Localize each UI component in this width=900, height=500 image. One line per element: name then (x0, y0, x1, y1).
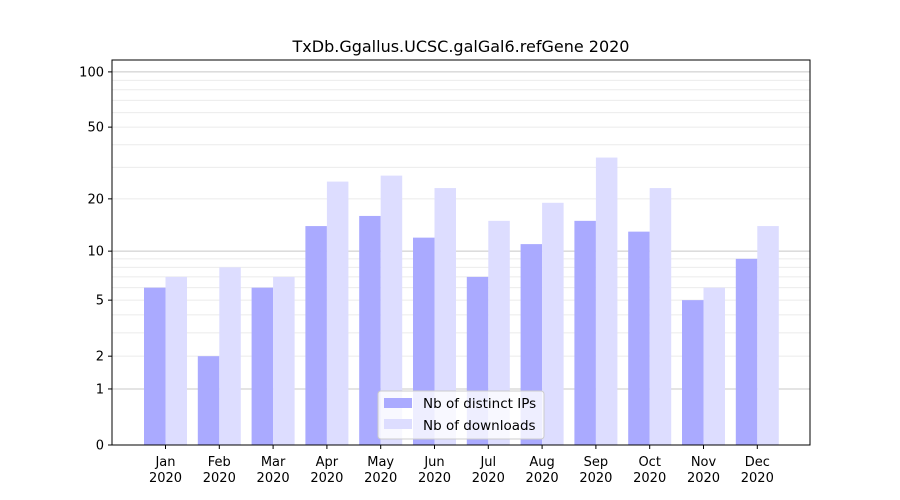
x-tick-label-month: Jan (154, 455, 175, 470)
bar-downloads (326, 181, 349, 445)
x-tick-label-year: 2020 (257, 471, 290, 486)
legend-swatch-ips (384, 398, 412, 408)
legend: Nb of distinct IPs Nb of downloads (377, 390, 545, 440)
x-tick-label-year: 2020 (418, 471, 451, 486)
bar-distinct-ips (305, 226, 327, 445)
bar-downloads (380, 175, 403, 445)
x-tick-label-month: Aug (529, 455, 554, 470)
x-tick-label-month: Sep (584, 455, 609, 470)
bar-downloads (219, 267, 241, 445)
legend-swatch-downloads (384, 419, 412, 429)
x-tick-label-year: 2020 (203, 471, 236, 486)
chart-title: TxDb.Ggallus.UCSC.galGal6.refGene 2020 (292, 37, 630, 56)
bar-downloads (165, 276, 187, 445)
bar-downloads (542, 202, 564, 445)
x-tick-label-year: 2020 (526, 471, 559, 486)
legend-label-downloads: Nb of downloads (423, 418, 536, 434)
x-tick-label-year: 2020 (472, 471, 505, 486)
x-tick-label-month: Mar (261, 455, 286, 470)
x-tick-label-month: May (367, 455, 394, 470)
bar-downloads (488, 220, 510, 445)
legend-label-ips: Nb of distinct IPs (423, 396, 536, 412)
bar-distinct-ips (628, 231, 650, 445)
x-tick-label-month: Nov (691, 455, 717, 470)
y-tick-label: 0 (96, 439, 104, 454)
x-tick-label-month: Jul (479, 455, 496, 470)
bar-distinct-ips (574, 220, 596, 445)
y-tick-label: 50 (87, 121, 104, 136)
bar-downloads (703, 287, 725, 445)
x-tick-label-year: 2020 (364, 471, 397, 486)
y-tick-label: 20 (87, 192, 104, 207)
y-tick-label: 2 (96, 350, 104, 365)
bar-downloads (273, 276, 295, 445)
y-tick-label: 1 (96, 382, 104, 397)
x-tick-label-year: 2020 (741, 471, 774, 486)
y-tick-label: 10 (87, 245, 104, 260)
x-tick-label-month: Apr (316, 455, 339, 470)
plot-frame (111, 59, 811, 446)
x-tick-label-month: Jun (423, 455, 444, 470)
bar-distinct-ips (197, 356, 220, 445)
x-tick-label-year: 2020 (310, 471, 343, 486)
y-tick-label: 5 (96, 294, 104, 309)
x-tick-label-month: Oct (638, 455, 660, 470)
bar-distinct-ips (144, 287, 166, 445)
bar-downloads (649, 188, 672, 445)
y-tick-label: 100 (79, 65, 104, 80)
bar-downloads (595, 157, 618, 446)
bar-downloads (757, 226, 779, 445)
bar-distinct-ips (251, 287, 274, 445)
x-tick-label-year: 2020 (633, 471, 666, 486)
x-tick-label-month: Dec (745, 455, 770, 470)
x-tick-label-month: Feb (208, 455, 231, 470)
bar-distinct-ips (735, 258, 758, 445)
bar-downloads (434, 188, 456, 445)
bar-distinct-ips (682, 300, 704, 445)
x-tick-label-year: 2020 (687, 471, 720, 486)
x-tick-label-year: 2020 (579, 471, 612, 486)
x-tick-label-year: 2020 (149, 471, 182, 486)
bar-distinct-ips (359, 215, 381, 445)
